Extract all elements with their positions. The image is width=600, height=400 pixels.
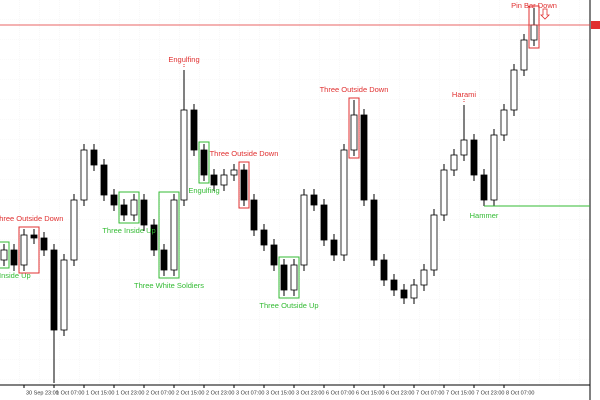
x-tick-label: 6 Oct 23:00 bbox=[386, 390, 414, 396]
candle-body bbox=[410, 284, 418, 299]
candle-body bbox=[10, 249, 18, 266]
candle-body bbox=[240, 169, 248, 201]
candle-body bbox=[90, 149, 98, 166]
x-tick-label: 1 Oct 15:00 bbox=[86, 390, 114, 396]
candle-body bbox=[290, 264, 298, 291]
candle-body bbox=[360, 114, 368, 201]
candle-body bbox=[40, 237, 48, 251]
candle-body bbox=[100, 164, 108, 196]
pattern-label: Engulfing bbox=[188, 186, 219, 195]
candle-body bbox=[520, 39, 528, 71]
pattern-box bbox=[198, 141, 210, 184]
x-tick-label: 7 Oct 07:00 bbox=[416, 390, 444, 396]
candle-body bbox=[510, 69, 518, 111]
x-tick-label: 8 Oct 07:00 bbox=[506, 390, 534, 396]
candle-body bbox=[320, 204, 328, 241]
candle-body bbox=[180, 109, 188, 201]
plot-grid bbox=[0, 0, 590, 385]
candle-body bbox=[170, 199, 178, 271]
x-tick-label: 6 Oct 15:00 bbox=[356, 390, 384, 396]
candle-body bbox=[530, 24, 538, 41]
pattern-label: Hammer bbox=[470, 211, 499, 220]
candle-body bbox=[340, 149, 348, 256]
candle-body bbox=[380, 259, 388, 281]
candle-body bbox=[400, 289, 408, 299]
candle-body bbox=[160, 249, 168, 271]
candle-body bbox=[50, 249, 58, 331]
candle-body bbox=[60, 259, 68, 331]
pattern-box bbox=[18, 226, 40, 274]
x-tick-label: 7 Oct 15:00 bbox=[446, 390, 474, 396]
candle-body bbox=[480, 174, 488, 201]
x-tick-label: 7 Oct 23:00 bbox=[476, 390, 504, 396]
candle-body bbox=[250, 199, 258, 231]
candle-body bbox=[270, 244, 278, 266]
candle-body bbox=[460, 139, 468, 156]
x-tick-label: 3 Oct 07:00 bbox=[236, 390, 264, 396]
candle-body bbox=[110, 194, 118, 206]
pattern-box bbox=[278, 256, 300, 299]
x-tick-label: 30 Sep 23:00 bbox=[26, 390, 59, 396]
candle-body bbox=[390, 279, 398, 291]
pattern-label: Three Outside Up bbox=[259, 301, 318, 310]
candle-body bbox=[440, 169, 448, 216]
candle-body bbox=[310, 194, 318, 206]
pattern-box bbox=[0, 241, 10, 269]
candle-body bbox=[190, 109, 198, 151]
pattern-label: Engulfing bbox=[168, 55, 199, 64]
x-tick-label: 3 Oct 15:00 bbox=[266, 390, 294, 396]
pattern-box bbox=[348, 97, 360, 159]
candle-body bbox=[420, 269, 428, 286]
x-tick-label: 6 Oct 07:00 bbox=[326, 390, 354, 396]
pattern-label: Pin Bar Down bbox=[511, 1, 557, 10]
pattern-label: Harami bbox=[452, 90, 477, 99]
x-tick-label: 1 Oct 23:00 bbox=[116, 390, 144, 396]
candle-body bbox=[430, 214, 438, 271]
x-tick-label: 3 Oct 23:00 bbox=[296, 390, 324, 396]
x-tick-label: 1 Oct 07:00 bbox=[56, 390, 84, 396]
pattern-box bbox=[528, 5, 540, 49]
pattern-label: Three Inside Up bbox=[102, 226, 155, 235]
x-tick-label: 2 Oct 07:00 bbox=[146, 390, 174, 396]
candle-body bbox=[300, 194, 308, 266]
candle-body bbox=[0, 249, 8, 261]
price-tag bbox=[591, 21, 600, 29]
x-tick-label: 2 Oct 15:00 bbox=[176, 390, 204, 396]
candle-body bbox=[230, 169, 238, 176]
pattern-label: Three Inside Up bbox=[0, 271, 31, 280]
candle-body bbox=[140, 199, 148, 226]
candle-body bbox=[500, 109, 508, 136]
candle-body bbox=[280, 264, 288, 291]
candle-body bbox=[120, 204, 128, 216]
candle-body bbox=[130, 199, 138, 216]
pattern-label: Three Outside Down bbox=[320, 85, 389, 94]
candle-body bbox=[220, 174, 228, 186]
candle-body bbox=[350, 114, 358, 151]
candle-body bbox=[30, 234, 38, 239]
candle-body bbox=[330, 239, 338, 256]
pattern-label: Three White Soldiers bbox=[134, 281, 204, 290]
pattern-box bbox=[118, 191, 140, 224]
candle-body bbox=[450, 154, 458, 171]
pattern-box bbox=[238, 161, 250, 209]
pattern-label: Three Outside Down bbox=[210, 149, 279, 158]
candle-body bbox=[200, 149, 208, 176]
candle-body bbox=[70, 199, 78, 261]
candle-body bbox=[260, 229, 268, 246]
pattern-label: Three Outside Down bbox=[0, 214, 63, 223]
pattern-box bbox=[158, 191, 180, 279]
candle-body bbox=[210, 174, 218, 186]
candle-body bbox=[150, 224, 158, 251]
candle-body bbox=[20, 234, 28, 266]
candle-body bbox=[470, 139, 478, 176]
pattern-arrow bbox=[540, 8, 550, 20]
candle-body bbox=[490, 134, 498, 201]
candle-body bbox=[80, 149, 88, 201]
x-tick-label: 2 Oct 23:00 bbox=[206, 390, 234, 396]
candle-body bbox=[370, 199, 378, 261]
